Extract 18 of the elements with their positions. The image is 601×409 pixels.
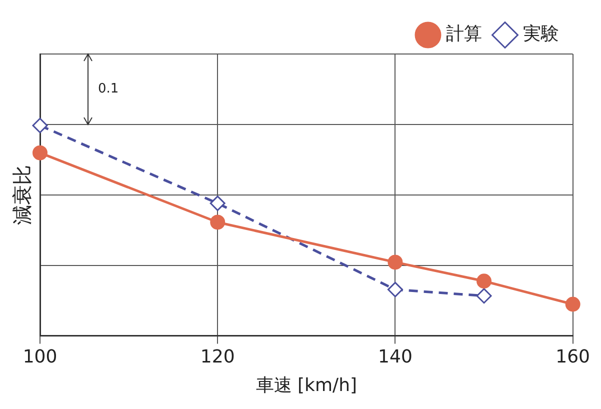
text: 0.1: [98, 82, 119, 97]
point: [476, 288, 492, 304]
x-axis-title: 車速 [km/h]: [256, 374, 358, 396]
point: [210, 196, 226, 212]
x-tick-label: 140: [378, 346, 412, 368]
x-tick-label: 100: [22, 346, 58, 368]
point: [565, 296, 580, 312]
legend-label: 実験: [523, 24, 559, 45]
x-tick-label: 120: [200, 346, 235, 368]
x-tick-label: 160: [556, 346, 590, 368]
legend-label: 計算: [446, 24, 482, 45]
point: [210, 214, 226, 230]
point: [32, 145, 48, 160]
point: [387, 282, 403, 298]
point: [388, 254, 403, 270]
point: [476, 274, 492, 289]
point: [32, 118, 48, 134]
y-axis-title: 減衰比: [10, 164, 34, 225]
